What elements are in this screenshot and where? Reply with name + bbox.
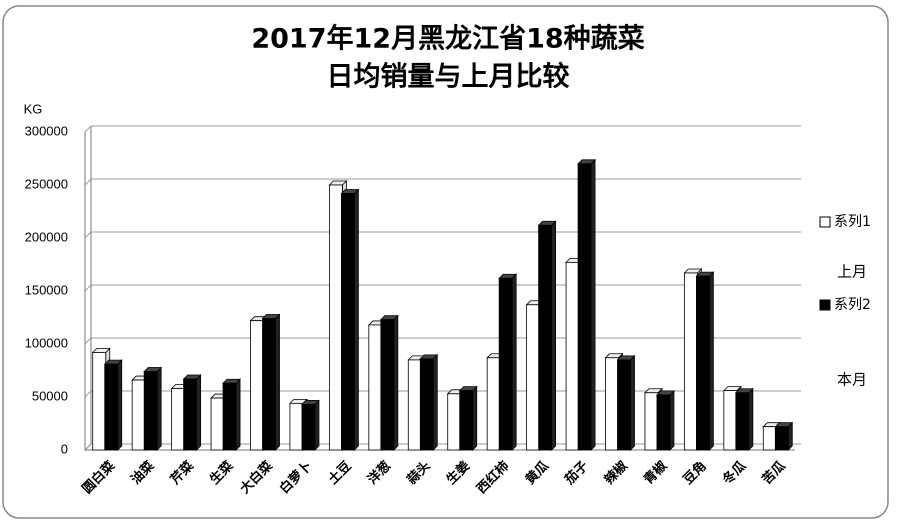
legend-swatch — [819, 216, 831, 228]
bar — [289, 402, 304, 451]
bar — [762, 426, 777, 451]
bar-side — [511, 273, 517, 451]
y-axis-label: KG — [24, 101, 43, 116]
bar — [617, 359, 631, 451]
bar-side — [314, 399, 320, 451]
bar — [328, 184, 343, 451]
bar — [683, 272, 698, 451]
legend-label: 系列1 — [834, 214, 871, 230]
bar — [92, 352, 107, 451]
bar — [447, 393, 462, 451]
legend-label: 系列2 — [834, 297, 871, 313]
bar — [735, 392, 750, 451]
bar — [368, 324, 383, 451]
bar-side — [551, 220, 557, 451]
grid-line — [84, 443, 92, 451]
grid-line — [84, 390, 92, 398]
bar — [565, 261, 580, 451]
y-tick-label: 200000 — [25, 229, 68, 244]
bar — [301, 404, 316, 451]
bar — [459, 390, 474, 451]
legend-swatch — [819, 299, 831, 311]
bar — [538, 224, 553, 451]
bar — [210, 397, 225, 451]
bar-side — [472, 385, 478, 451]
bar-side — [353, 188, 359, 451]
bar — [486, 357, 501, 451]
bar-side — [117, 359, 123, 451]
bar — [695, 275, 710, 451]
y-tick-label: 100000 — [25, 335, 68, 350]
bar — [577, 163, 592, 451]
bar — [498, 277, 513, 451]
bar-side — [235, 378, 241, 451]
bar-side — [393, 314, 399, 451]
y-tick-label: 300000 — [25, 123, 68, 138]
bar-side — [590, 158, 596, 451]
bar — [250, 320, 264, 451]
bar — [407, 359, 422, 451]
bar — [340, 193, 355, 451]
chart-title: 2017年12月黑龙江省18种蔬菜 — [251, 23, 644, 55]
y-tick-label: 150000 — [25, 282, 68, 297]
chart-title: 日均销量与上月比较 — [327, 61, 570, 93]
grid-line — [84, 284, 92, 292]
bar — [131, 379, 146, 451]
bar — [774, 426, 789, 451]
bar — [171, 388, 186, 451]
grid-line — [84, 125, 92, 133]
bar — [143, 371, 158, 451]
bar — [104, 363, 119, 451]
bar-side — [787, 421, 793, 451]
y-tick-label: 0 — [61, 441, 68, 456]
bar-side — [669, 389, 675, 451]
bar — [419, 358, 434, 451]
grid-line — [84, 231, 92, 239]
bar — [222, 382, 237, 451]
grid-line — [84, 337, 92, 345]
y-tick-label: 250000 — [25, 176, 68, 191]
bar — [262, 318, 276, 451]
y-tick-label: 50000 — [32, 388, 68, 403]
bar-side — [748, 387, 754, 451]
bar-side — [432, 353, 438, 451]
bar — [723, 390, 738, 451]
bar — [183, 378, 198, 451]
bar — [526, 304, 541, 451]
bar — [656, 394, 671, 451]
bar-side — [630, 354, 635, 451]
bar-side — [156, 366, 162, 451]
bar — [605, 357, 619, 451]
bar-side — [275, 313, 280, 451]
bar-side — [708, 271, 714, 451]
bar — [380, 319, 395, 451]
bar — [644, 392, 659, 451]
grid-line — [84, 178, 92, 186]
bar-side — [196, 374, 202, 451]
legend-note: 本月 — [837, 371, 867, 389]
legend-note: 上月 — [837, 263, 867, 281]
